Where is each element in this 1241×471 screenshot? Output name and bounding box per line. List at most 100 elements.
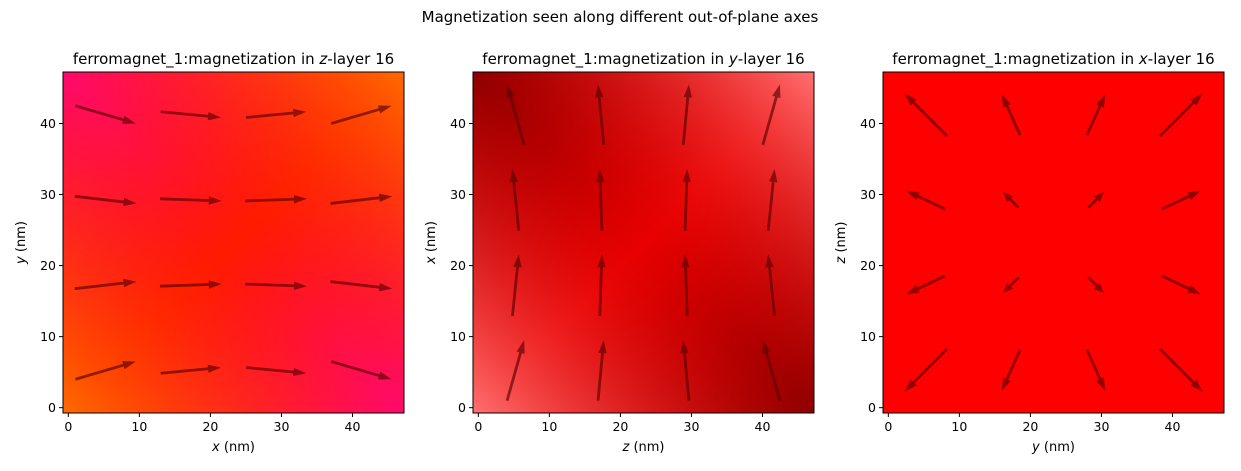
panel-2-arrow-10 (596, 168, 605, 231)
panel-2: 0 10 20 30 40 0 10 20 30 40 ferromagnet_1:magnetiz… (424, 50, 815, 455)
panel-1-ytick-label: 30 (40, 187, 56, 202)
panel-1-xtick-label: 20 (202, 419, 218, 434)
panel-1-xtick-label: 0 (64, 419, 72, 434)
panel-1-arrow-2 (160, 364, 222, 375)
panel-2-ytick-label: 0 (458, 400, 466, 415)
panel-2-arrow-15 (681, 84, 692, 145)
panel-2-arrow-5 (511, 254, 522, 317)
panel-3-ytick-label: 40 (860, 116, 876, 131)
panel-1-title: ferromagnet_1:magnetization in z-layer 1… (73, 50, 394, 69)
panel-1-arrow-8 (330, 280, 393, 292)
panel-3-arrow-4 (1159, 348, 1203, 392)
panel-3-arrow-5 (906, 274, 946, 295)
panel-1-ytick-label: 0 (48, 400, 56, 415)
panel-1-arrow-14 (160, 110, 222, 121)
panel-3-ytick-label: 20 (860, 258, 876, 273)
panel-1-xtick-label: 40 (345, 419, 361, 434)
panel-2-arrow-6 (597, 254, 606, 317)
panel-3-xtick-label: 0 (884, 419, 892, 434)
panel-1-title-axis: z (318, 50, 328, 68)
panel-2-arrow-2 (596, 340, 607, 401)
panel-1-arrow-10 (159, 196, 222, 205)
panel-3-title: ferromagnet_1:magnetization in x-layer 1… (892, 50, 1214, 69)
panel-3: 0 10 20 30 40 0 10 20 30 40 ferromagnet_1:magnetiz… (834, 50, 1225, 455)
panel-2-arrow-12 (766, 168, 778, 231)
panel-1-xlabel: x (nm) (211, 440, 255, 455)
panel-2-arrow-14 (595, 84, 606, 145)
panel-1-arrow-7 (245, 281, 308, 290)
panel-3-arrow-15 (1085, 94, 1106, 136)
panel-1-ytick-label: 10 (40, 329, 56, 344)
panel-2-title-prefix: ferromagnet_1:magnetization in (482, 50, 729, 69)
panel-3-arrow-6 (1003, 276, 1020, 293)
panel-3-title-prefix: ferromagnet_1:magnetization in (892, 50, 1139, 69)
panel-2-arrow-8 (765, 254, 776, 317)
panel-2-title-suffix: -layer 16 (738, 50, 805, 68)
panel-2-arrow-9 (509, 168, 521, 231)
panel-3-xlabel: y (nm) (1031, 440, 1075, 455)
panel-2-xtick-label: 10 (541, 419, 557, 434)
panel-1-xtick-label: 30 (274, 419, 290, 434)
panel-2-arrow-4 (762, 340, 782, 401)
panel-2-arrows (505, 84, 782, 401)
panel-3-arrow-8 (1161, 274, 1201, 295)
panel-3-xtick-label: 10 (951, 419, 967, 434)
panel-1-arrow-11 (245, 195, 308, 204)
panel-2-xtick-label: 30 (684, 419, 700, 434)
panel-3-arrow-3 (1085, 349, 1106, 391)
panel-2-arrow-11 (682, 168, 691, 231)
panel-3-arrow-2 (1001, 349, 1022, 391)
panel-3-axes-frame (882, 71, 1225, 414)
panel-3-xtick-label: 30 (1094, 419, 1110, 434)
panel-1-arrow-16 (330, 105, 392, 125)
panel-3-arrow-16 (1159, 93, 1203, 137)
panel-1-arrow-12 (330, 193, 393, 205)
panel-2-ytick-label: 10 (450, 329, 466, 344)
panel-3-arrow-1 (904, 348, 948, 392)
panel-3-title-axis: x (1138, 50, 1148, 68)
panel-1-arrow-15 (245, 108, 307, 119)
panel-3-title-suffix: -layer 16 (1148, 50, 1215, 68)
panel-2-ytick-label: 30 (450, 187, 466, 202)
panel-3-arrow-11 (1087, 192, 1104, 209)
panel-1-title-suffix: -layer 16 (327, 50, 394, 68)
panel-3-arrow-9 (906, 190, 946, 211)
panel-1-arrow-9 (74, 194, 137, 207)
panel-1-ylabel: y (nm) (14, 221, 29, 265)
panel-2-ytick-label: 20 (450, 258, 466, 273)
panel-2-xtick-label: 20 (612, 419, 628, 434)
panel-2-axes-frame (472, 71, 815, 414)
panel-2-ylabel: x (nm) (424, 221, 439, 265)
panel-1-xtick-label: 10 (131, 419, 147, 434)
panels: 0 10 20 30 40 0 10 20 30 40 ferromagnet_1:magnetiz… (14, 50, 1225, 455)
panel-1-ytick-label: 20 (40, 258, 56, 273)
panel-1-arrow-6 (159, 280, 222, 289)
panel-1-arrows (74, 104, 393, 381)
panel-1-arrow-13 (75, 104, 136, 124)
panel-1-arrow-5 (74, 278, 137, 291)
panel-2-ytick-label: 40 (450, 116, 466, 131)
panel-2-title: ferromagnet_1:magnetization in y-layer 1… (482, 50, 804, 69)
panel-3-ytick-label: 30 (860, 187, 876, 202)
panel-1-axes-frame (62, 71, 405, 414)
panel-1-background-overlay (63, 72, 404, 413)
panel-2-arrow-13 (506, 84, 526, 146)
panel-3-ylabel: z (nm) (834, 221, 849, 264)
panel-2-xtick-label: 40 (755, 419, 771, 434)
panel-3-arrow-7 (1087, 276, 1104, 293)
panel-1-arrow-4 (330, 360, 392, 380)
panel-1-ytick-label: 40 (40, 116, 56, 131)
panel-2-arrow-16 (761, 84, 781, 146)
panel-2-background-overlay (473, 72, 814, 413)
panel-2-arrow-7 (681, 254, 690, 317)
panel-3-arrow-14 (1001, 94, 1022, 136)
panel-1-arrow-3 (245, 366, 307, 377)
panel-3-xtick-label: 20 (1022, 419, 1038, 434)
panel-3-arrow-12 (1161, 190, 1201, 211)
panel-2-arrow-3 (680, 340, 691, 401)
panel-3-xtick-label: 40 (1165, 419, 1181, 434)
panel-3-arrow-13 (904, 93, 948, 137)
panel-3-ytick-label: 0 (868, 400, 876, 415)
panel-1-title-prefix: ferromagnet_1:magnetization in (73, 50, 320, 69)
panel-3-arrow-10 (1003, 192, 1020, 209)
